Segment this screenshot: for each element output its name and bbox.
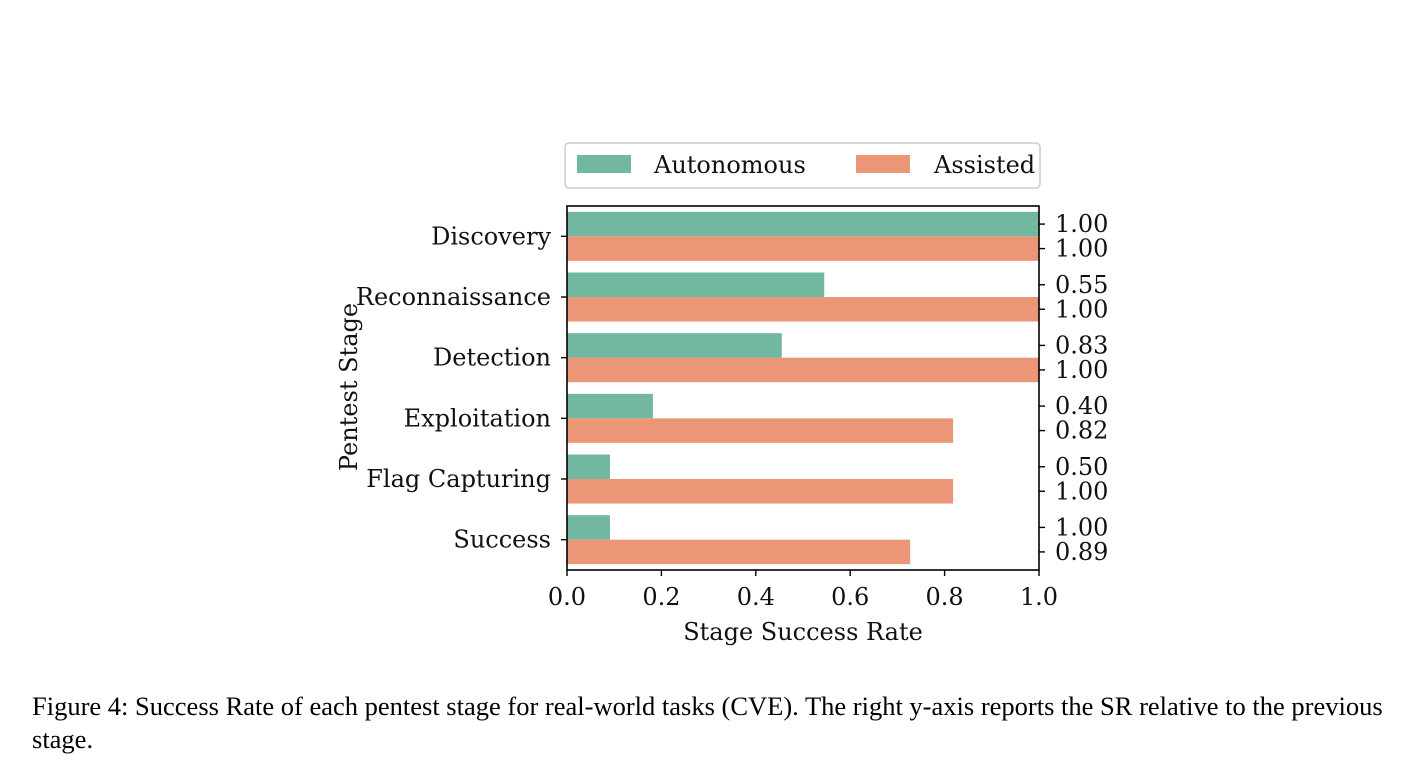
x-tick-label: 0.2 [642, 583, 680, 611]
y-tick-label: Success [453, 526, 551, 554]
bar-autonomous-reconnaissance [567, 272, 825, 297]
bar-assisted-detection [567, 357, 1039, 383]
legend: Autonomous Assisted [564, 142, 1041, 189]
x-tick-label: 0.4 [737, 583, 775, 611]
y-axis-right: 1.001.000.551.000.831.000.400.820.501.00… [1039, 210, 1108, 566]
x-tick-label: 0.6 [831, 583, 869, 611]
right-tick-label: 1.00 [1055, 513, 1108, 541]
right-tick-label: 0.55 [1055, 271, 1108, 299]
right-tick-label: 0.89 [1055, 538, 1108, 566]
y-tick-label: Discovery [431, 222, 551, 250]
bars [567, 211, 1039, 565]
bar-assisted-exploitation [567, 418, 954, 443]
bar-assisted-success [567, 539, 911, 565]
y-axis-label: Pentest Stage [335, 303, 363, 471]
x-tick-label: 0.8 [926, 583, 964, 611]
y-tick-label: Flag Capturing [366, 465, 551, 493]
right-tick-label: 0.83 [1055, 331, 1108, 359]
x-axis-label: Stage Success Rate [683, 618, 923, 646]
x-tick-label: 1.0 [1020, 583, 1058, 611]
right-tick-label: 0.40 [1055, 392, 1108, 420]
y-tick-label: Exploitation [404, 404, 551, 432]
bar-autonomous-exploitation [567, 393, 653, 419]
right-tick-label: 0.50 [1055, 453, 1108, 481]
x-tick-label: 0.0 [548, 583, 586, 611]
bar-autonomous-discovery [567, 211, 1039, 237]
y-axis-left: Discovery Reconnaissance Detection Exploita… [356, 222, 567, 554]
right-tick-label: 1.00 [1055, 210, 1108, 238]
legend-label-assisted: Assisted [933, 151, 1035, 179]
bar-assisted-flag-capturing [567, 479, 954, 504]
bar-autonomous-success [567, 515, 610, 540]
plot-frame [566, 205, 1040, 571]
y-tick-label: Reconnaissance [356, 283, 551, 311]
bar-assisted-discovery [567, 236, 1039, 261]
right-tick-label: 1.00 [1055, 477, 1108, 505]
legend-box [564, 142, 1041, 189]
figure-caption: Figure 4: Success Rate of each pentest s… [32, 691, 1383, 754]
bar-autonomous-detection [567, 333, 782, 358]
bar-assisted-reconnaissance [567, 297, 1039, 322]
right-tick-label: 1.00 [1055, 295, 1108, 323]
right-tick-label: 0.82 [1055, 417, 1108, 445]
y-tick-label: Detection [433, 344, 551, 372]
legend-label-autonomous: Autonomous [653, 151, 806, 179]
legend-swatch-autonomous [577, 155, 631, 173]
bar-autonomous-flag-capturing [567, 454, 610, 479]
right-tick-label: 1.00 [1055, 356, 1108, 384]
chart: Autonomous Assisted Discovery Reconnaissan… [335, 142, 1108, 646]
x-axis: 0.0 0.2 0.4 0.6 0.8 1.0 [548, 570, 1058, 611]
right-tick-label: 1.00 [1055, 235, 1108, 263]
legend-swatch-assisted [856, 155, 910, 173]
